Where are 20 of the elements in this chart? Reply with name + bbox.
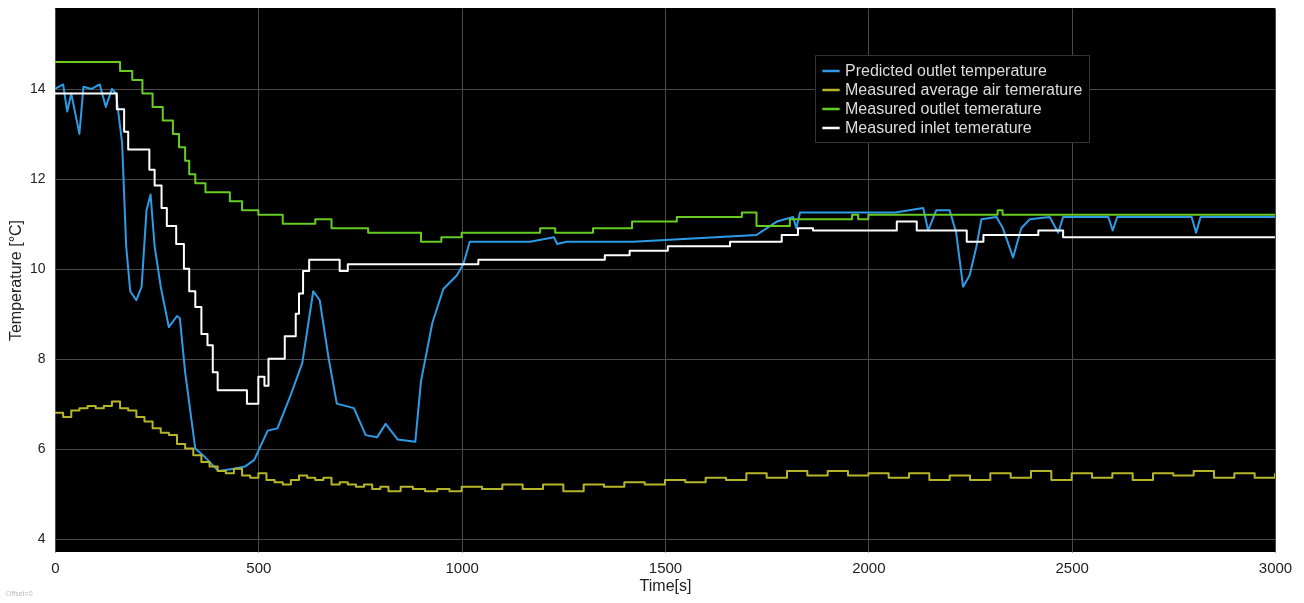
x-tick-label: 3000 [1258,558,1293,576]
line-series [55,83,1275,473]
legend-label: Measured inlet temerature [845,119,1032,136]
legend-label: Measured average air temerature [845,81,1083,98]
y-tick-label: 14 [29,80,46,97]
y-tick-label: 6 [37,440,46,457]
legend-label: Measured outlet temerature [845,100,1042,117]
x-axis-title: Time[s] [639,576,692,594]
legend-label: Predicted outlet temperature [845,62,1047,79]
x-tick-label: 500 [246,558,272,576]
y-tick-label: 4 [37,530,46,547]
y-axis-title: Temperature [°C] [6,219,24,342]
x-tick-label: 2000 [852,558,886,576]
x-tick-label: 2500 [1055,558,1089,576]
x-tick-label: 0 [51,558,60,576]
y-tick-label: 10 [29,260,46,277]
x-tick-label: 1000 [445,558,479,576]
y-tick-label: 8 [37,350,46,367]
y-tick-label: 12 [29,170,46,187]
x-tick-label: 1500 [648,558,683,576]
